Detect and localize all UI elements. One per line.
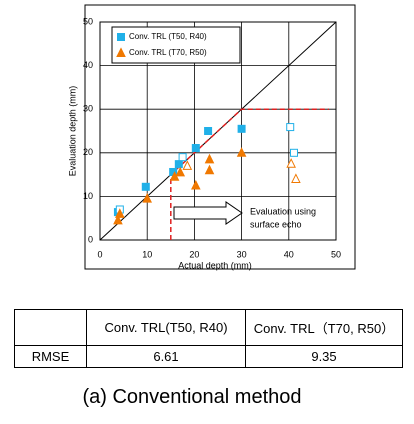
data-point (236, 147, 247, 157)
data-point (116, 47, 126, 57)
arrow-shape (173, 201, 243, 225)
legend-label: Conv. TRL (T70, R50) (129, 48, 207, 57)
x-tick-label: 40 (284, 249, 294, 259)
legend-label: Conv. TRL (T50, R40) (129, 32, 207, 41)
y-axis-label: Evaluation depth (mm) (67, 86, 77, 177)
data-point (237, 124, 246, 133)
annotation-arrow (173, 201, 243, 225)
table-cell: 9.35 (245, 345, 403, 368)
data-point (115, 208, 125, 218)
table-header: Conv. TRL(T50, R40) (86, 309, 246, 346)
x-tick-label: 10 (142, 249, 152, 259)
data-point (286, 158, 296, 168)
table-header: Conv. TRL（T70, R50） (245, 309, 403, 346)
annotation-text: surface echo (250, 219, 302, 229)
data-point (141, 182, 150, 191)
chart: Actual depth (mm) Evaluation depth (mm) … (67, 4, 356, 270)
data-point (191, 179, 201, 190)
annotation-text: Evaluation using (250, 206, 316, 216)
data-point (113, 214, 123, 225)
plot-area (99, 21, 337, 241)
data-point (174, 160, 183, 169)
y-tick-label: 0 (88, 234, 93, 244)
data-point (182, 160, 193, 170)
data-point (291, 173, 301, 183)
data-point (117, 33, 125, 41)
chart-frame (84, 4, 356, 270)
data-point (204, 153, 215, 164)
x-tick-label: 0 (97, 249, 102, 259)
results-table: Conv. TRL(T50, R40) Conv. TRL（T70, R50） … (14, 309, 403, 368)
table-cell: RMSE (14, 345, 87, 368)
y-tick-label: 20 (83, 147, 93, 157)
table-corner (14, 309, 87, 346)
caption: (a) Conventional method (82, 386, 302, 408)
data-point (142, 192, 153, 203)
legend-box (111, 26, 241, 64)
y-tick-label: 10 (83, 191, 93, 201)
y-tick-label: 30 (83, 104, 93, 114)
data-point (286, 123, 295, 132)
table-cell: 6.61 (86, 345, 246, 368)
data-point (289, 148, 298, 157)
x-tick-label: 50 (331, 249, 341, 259)
x-tick-label: 30 (237, 249, 247, 259)
x-axis-label: Actual depth (mm) (178, 260, 252, 270)
data-point (191, 144, 200, 153)
data-point (178, 153, 187, 162)
data-point (175, 166, 186, 177)
data-point (204, 127, 213, 135)
data-point (204, 164, 215, 175)
y-tick-label: 50 (83, 16, 93, 26)
y-tick-label: 40 (83, 60, 93, 70)
x-tick-label: 20 (189, 249, 199, 259)
reference-line (170, 108, 329, 240)
